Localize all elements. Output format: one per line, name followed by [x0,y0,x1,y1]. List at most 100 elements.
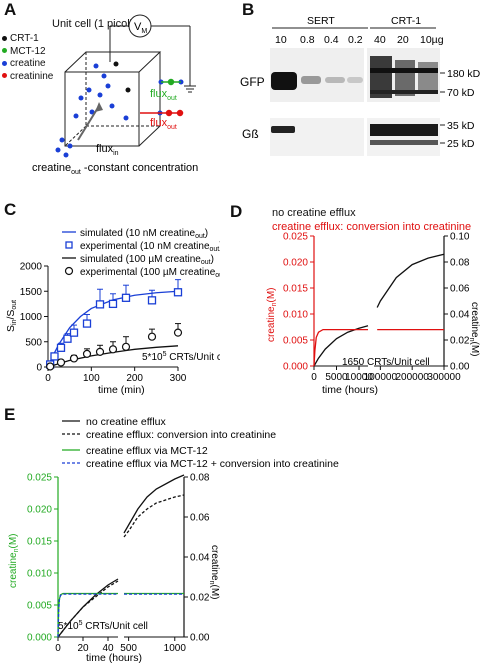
panel-e: E no creatine efflux creatine efflux: co… [0,405,484,666]
ylabel-sub: n [468,338,475,342]
chart-e-ytick-left-label: 0.020 [27,505,52,516]
flux-out-green [161,78,181,86]
chart-d-ytick-left-label: 0.020 [283,258,308,269]
chart-c-ytick-label: 0 [36,363,42,374]
voltmeter-label: VM [134,21,147,35]
particles-creatine [55,63,184,158]
band [271,126,295,133]
chart-d-ytick-right-label: 0.04 [450,310,470,321]
blot-divider [364,48,367,102]
legend-c-sub: out [210,246,220,253]
chart-d-ytick-right-label: 0.00 [450,362,470,373]
chart-e-ytick-right-label: 0.00 [190,633,210,644]
flux-out-red-main: flux [150,117,168,129]
chart-c-point [82,319,92,328]
legend-c-sub: out [215,272,220,279]
legend-e-item: no creatine efflux [86,416,167,428]
ylabel-sub: in [11,319,18,325]
chart-d-ytick-left-label: 0.015 [283,284,308,295]
chart-c-ytick-label: 1500 [20,287,43,298]
chart-e-xtick-label: 1000 [164,643,187,654]
chart-e-ytick-right-label: 0.08 [190,473,210,484]
chart-e-ytick-left-label: 0.000 [27,633,52,644]
flux-out-red-label: fluxout [150,117,177,131]
ylabel-main: S [5,325,17,332]
marker-70: 70 kD [447,87,475,99]
flux-in-label: fluxin [96,143,119,157]
flux-in-main: flux [96,143,114,155]
annot-rest: CRTs/Unit cell [166,352,220,363]
panel-c-letter: C [4,200,17,219]
voltmeter-sub: M [141,28,147,35]
panel-d: D no creatine efflux creatine efflux: co… [222,200,484,400]
group-crt1-label: CRT-1 [391,15,421,27]
chart-e-ytick-right-label: 0.02 [190,593,210,604]
chart-d: creatinen(M) creatinen(M) 1650 CRTs/Unit… [266,232,480,397]
legend-c-sub: out [201,259,211,266]
legend-c-item: simulated (100 µM creatineout) [80,254,214,266]
legend-c-text: simulated (10 nM creatine [80,228,195,239]
lane-labels: 10 0.8 0.4 0.2 40 20 10µg [275,34,444,46]
chart-c-point [147,332,157,341]
chart-c-xtick-label: 0 [45,373,51,384]
ylabel-main: creatine [8,552,19,588]
caption-rest: -constant concentration [81,162,198,174]
voltmeter-circuit [109,14,196,93]
chart-e-series-line [57,580,119,638]
chart-e-xtick-label: 40 [102,643,114,654]
flux-out-green-label: fluxout [150,88,177,102]
ylabel-sub: n [271,302,278,306]
particles-crt1 [113,61,131,93]
chart-d-xtick-label: 10000 [345,372,373,383]
legend-c-item: simulated (10 nM creatineout) [80,228,208,240]
lane-label: 0.2 [348,34,363,46]
lane-label: 10 [275,34,287,46]
chart-c-point [63,334,72,343]
ylabel-main: creatine [469,302,480,338]
legend-c-item: experimental (100 µM creatineout) [80,267,220,279]
chart-c: simulated (10 nM creatineout) experiment… [5,228,220,396]
chart-e-series-line [123,494,185,538]
ylabel-sub: n [208,581,215,585]
ylabel-end: (M) [209,584,220,599]
flux-out-red-sub: out [167,124,177,131]
chart-d-xtick-label: 300000 [427,372,461,383]
chart-e-ylabel-right: creatinen(M) [208,545,220,599]
chart-c-point [56,343,66,352]
band [271,72,297,90]
chart-c-point [50,352,59,361]
chart-e-xtick-label: 20 [77,643,89,654]
chart-c-series-line [47,290,179,368]
ylabel-sub: n [13,548,20,552]
band [370,90,438,94]
chart-c-ytick-label: 2000 [20,262,43,273]
legend-a-mct12-label: MCT-12 [10,45,46,57]
chart-e-annotation: 5*105 CRTs/Unit cell [58,620,148,632]
chart-c-point [82,349,92,358]
chart-c-point [56,358,66,367]
chart-c-point [147,296,157,305]
flux-in-arrow-icon [77,102,103,141]
legend-c-text: experimental (10 nM creatine [80,241,210,252]
annot-rest: CRTs/Unit cell [82,621,147,632]
chart-e-ytick-left-label: 0.005 [27,601,52,612]
chart-c-ylabel: Sin/Sout [5,300,18,332]
legend-a-creatinine-label: creatinine [10,70,54,82]
chart-e-legend: no creatine efflux creatine efflux: conv… [62,416,339,470]
ylabel-main: creatine [266,306,277,342]
ylabel-sub2: out [11,300,18,310]
row-gfp-label: GFP [240,75,265,89]
lane-label: 0.4 [324,34,339,46]
chart-d-ytick-left-label: 0.010 [283,310,308,321]
flux-out-green-main: flux [150,88,168,100]
group-sert-label: SERT [307,15,335,27]
western-blot: SERT CRT-1 10 0.8 0.4 0.2 40 20 10µg GFP… [240,15,481,156]
legend-a-creatine: creatine [2,58,53,71]
chart-c-xtick-label: 300 [170,373,187,384]
flux-out-red [140,109,184,117]
chart-c-legend: simulated (10 nM creatineout) experiment… [62,228,220,279]
chart-e-series-line [57,593,118,638]
legend-a-creatinine: creatinine [2,71,53,84]
legend-dot [2,60,7,66]
marker-180: 180 kD [447,68,481,80]
